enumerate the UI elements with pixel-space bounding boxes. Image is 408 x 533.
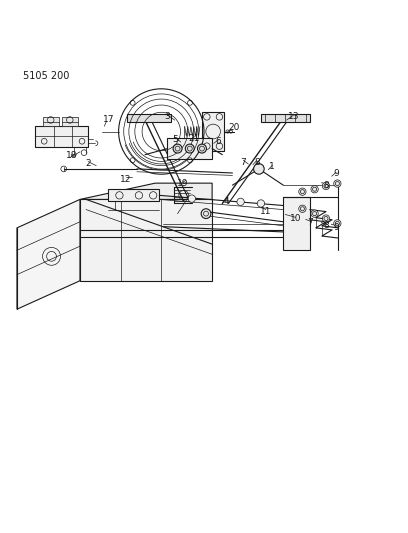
Polygon shape	[283, 197, 310, 250]
Circle shape	[322, 215, 330, 222]
Polygon shape	[80, 199, 212, 281]
Text: 5105 200: 5105 200	[23, 71, 69, 81]
Circle shape	[322, 182, 330, 190]
Text: 20: 20	[229, 123, 240, 132]
Circle shape	[188, 195, 195, 202]
Circle shape	[237, 198, 244, 206]
Polygon shape	[42, 117, 59, 126]
Circle shape	[311, 185, 318, 193]
Polygon shape	[62, 117, 78, 126]
Text: 17: 17	[103, 115, 114, 124]
Polygon shape	[109, 189, 159, 201]
Circle shape	[299, 205, 306, 213]
Text: 13: 13	[288, 112, 299, 122]
Text: 18: 18	[66, 151, 78, 160]
Circle shape	[254, 164, 264, 174]
Text: 10: 10	[290, 214, 301, 223]
Polygon shape	[80, 183, 212, 199]
Text: 5: 5	[173, 135, 178, 144]
Circle shape	[334, 220, 341, 227]
Circle shape	[257, 200, 264, 207]
Text: 19: 19	[177, 180, 188, 189]
Text: 8: 8	[323, 181, 329, 190]
Text: 8: 8	[323, 221, 329, 230]
Text: 6: 6	[216, 137, 222, 146]
Polygon shape	[17, 199, 80, 309]
Text: 3: 3	[164, 112, 170, 121]
Text: 7: 7	[308, 219, 313, 228]
Text: 21: 21	[188, 133, 200, 142]
Text: 11: 11	[260, 207, 272, 216]
Text: 8: 8	[254, 157, 260, 166]
Polygon shape	[127, 114, 171, 122]
Polygon shape	[202, 112, 224, 151]
Circle shape	[299, 188, 306, 195]
Circle shape	[173, 144, 182, 153]
Polygon shape	[167, 139, 212, 159]
Text: 1: 1	[269, 163, 275, 172]
Circle shape	[311, 210, 318, 217]
Text: 12: 12	[120, 175, 132, 183]
Text: 7: 7	[241, 157, 246, 166]
Circle shape	[334, 180, 341, 187]
Text: 9: 9	[333, 169, 339, 179]
Circle shape	[201, 209, 211, 219]
Text: 4: 4	[224, 197, 230, 206]
Circle shape	[197, 144, 206, 153]
Circle shape	[185, 144, 194, 153]
Polygon shape	[261, 114, 310, 122]
Text: 9: 9	[333, 223, 339, 231]
Polygon shape	[35, 126, 88, 147]
Text: 2: 2	[85, 159, 91, 168]
